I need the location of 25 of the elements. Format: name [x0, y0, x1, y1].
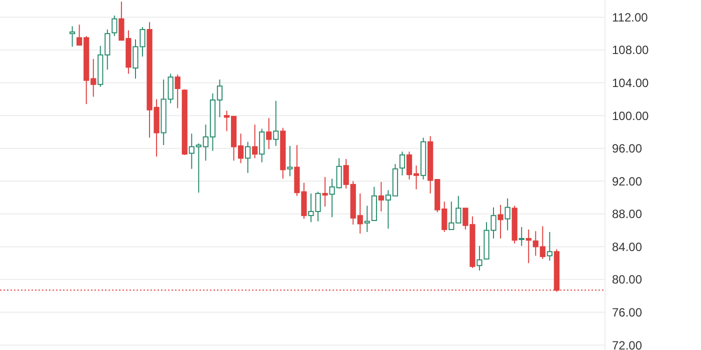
candlestick	[364, 205, 370, 232]
candlestick	[378, 181, 384, 212]
candlestick	[399, 151, 406, 176]
y-tick-label: 72.00	[612, 338, 642, 350]
y-tick-label: 84.00	[612, 240, 642, 254]
y-tick-label: 100.00	[612, 108, 650, 123]
candlestick	[70, 26, 76, 48]
candlestick	[476, 245, 482, 271]
candlestick	[322, 176, 328, 208]
candlestick	[546, 231, 552, 262]
candlestick	[259, 128, 265, 163]
candlestick	[518, 226, 524, 246]
y-tick-label: 92.00	[612, 174, 642, 188]
y-tick-label: 108.00	[612, 43, 650, 58]
y-tick-label: 112.00	[612, 10, 648, 24]
candlestick	[526, 229, 532, 264]
y-tick-label: 104.00	[612, 76, 650, 90]
candlestick	[266, 118, 272, 150]
y-tick-label: 76.00	[612, 305, 642, 320]
y-tick-label: 88.00	[612, 207, 642, 222]
y-tick-label: 96.00	[612, 142, 642, 156]
candlestick	[498, 204, 504, 240]
y-tick-label: 80.00	[612, 272, 642, 287]
candlestick	[504, 198, 510, 231]
candlestick	[273, 100, 279, 146]
